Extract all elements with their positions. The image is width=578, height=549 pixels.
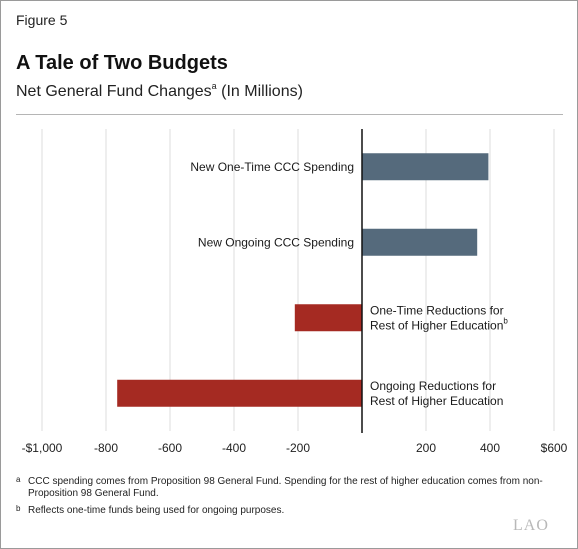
x-tick-label: 200 (416, 441, 436, 455)
bar-label: One-Time Reductions for (370, 303, 504, 317)
x-tick-label: -$1,000 (22, 441, 63, 455)
footnotes: a CCC spending comes from Proposition 98… (16, 475, 556, 522)
subtitle-text: Net General Fund Changes (16, 83, 212, 100)
footnote-a: a CCC spending comes from Proposition 98… (16, 475, 556, 500)
bar-label: New Ongoing CCC Spending (198, 235, 354, 249)
x-tick-label: -200 (286, 441, 310, 455)
bar-label-footnote-mark: b (503, 316, 508, 325)
footnote-text: Reflects one-time funds being used for o… (28, 505, 285, 516)
footnote-mark: b (16, 504, 21, 513)
subtitle-footnote-mark: a (211, 81, 217, 91)
bar-label: New One-Time CCC Spending (190, 160, 354, 174)
footnote-b: b Reflects one-time funds being used for… (16, 504, 556, 517)
x-tick-label: -400 (222, 441, 246, 455)
bar-label: Rest of Higher Educationb (370, 316, 508, 332)
footnote-mark: a (16, 475, 21, 484)
lao-logo: LAO (513, 517, 549, 534)
x-tick-label: -600 (158, 441, 182, 455)
bar (362, 228, 478, 256)
bar (117, 379, 362, 407)
chart-subtitle: Net General Fund Changesa (In Millions) (16, 81, 303, 101)
x-tick-label: $600 (541, 441, 568, 455)
subtitle-suffix: (In Millions) (216, 83, 303, 100)
footnote-text: CCC spending comes from Proposition 98 G… (28, 476, 543, 499)
bar-chart: -$1,000 -800 -600 -400 -200 200 400 $600 New One… (22, 129, 568, 455)
bar-label: Rest of Higher Education (370, 394, 503, 408)
title-divider (16, 114, 563, 115)
bar (294, 304, 362, 332)
figure-label: Figure 5 (16, 12, 68, 28)
chart-title: A Tale of Two Budgets (16, 52, 228, 74)
x-tick-label: 400 (480, 441, 500, 455)
x-tick-label: -800 (94, 441, 118, 455)
bar (362, 153, 489, 181)
bar-label: Ongoing Reductions for (370, 379, 496, 393)
